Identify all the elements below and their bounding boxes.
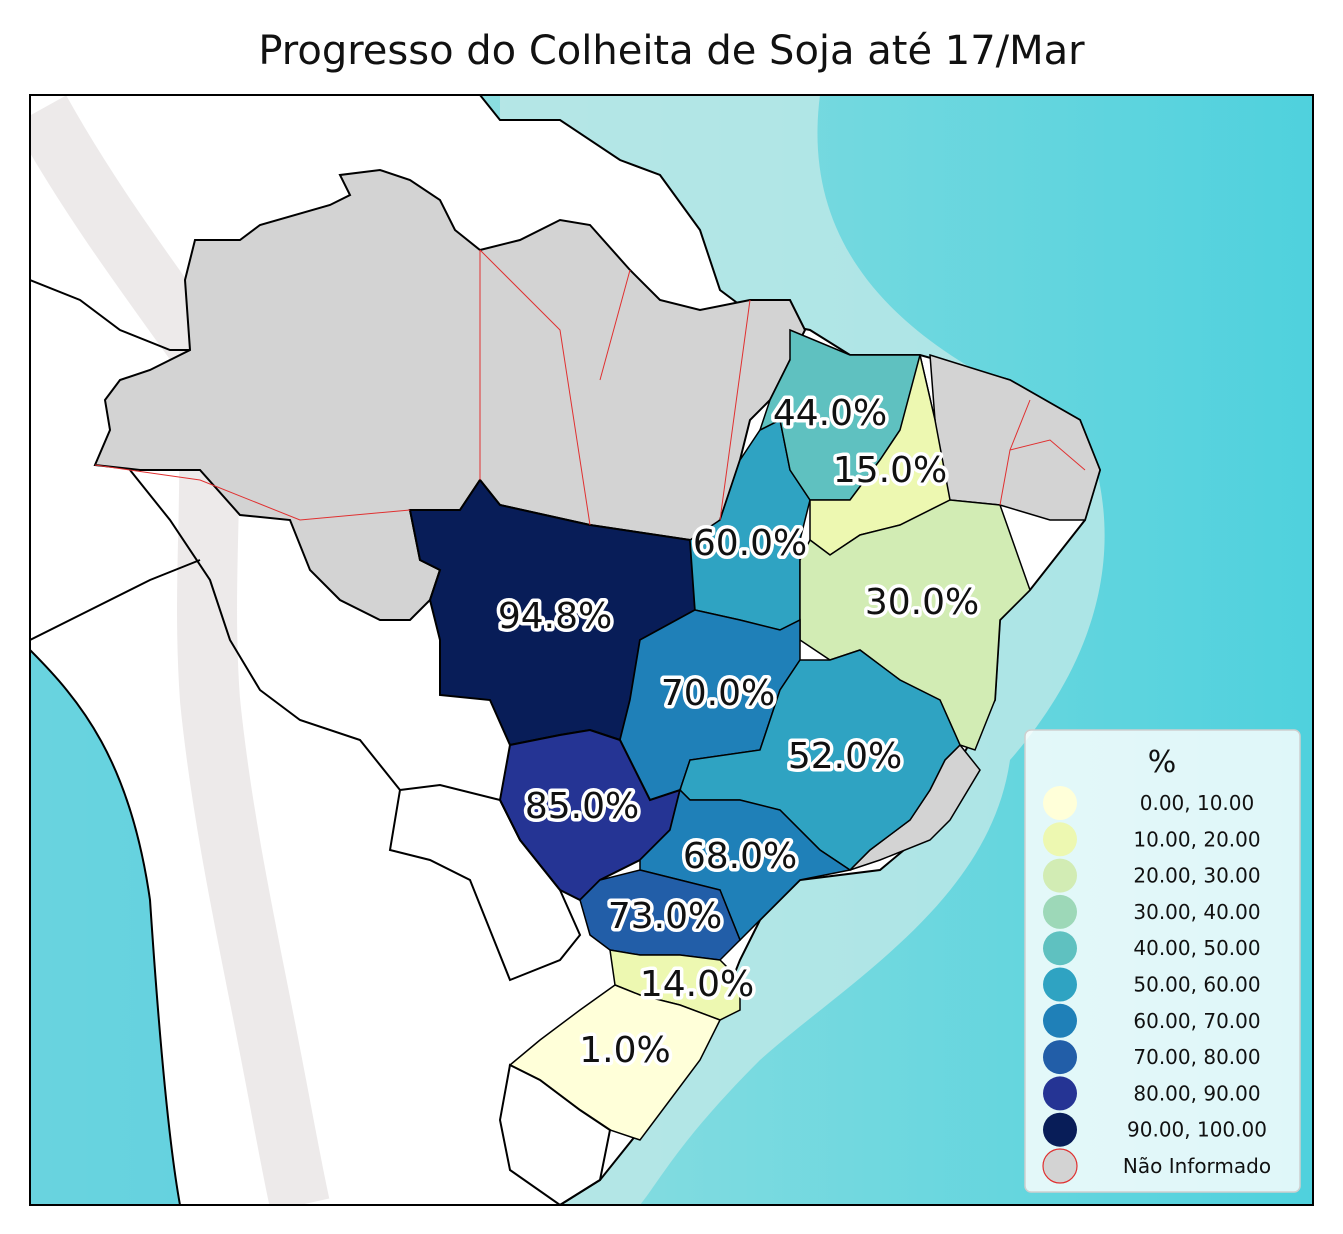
legend-swatch bbox=[1043, 931, 1077, 966]
state-label: 30.0% bbox=[865, 582, 979, 623]
state-label: 52.0% bbox=[788, 736, 902, 777]
state-label: 1.0% bbox=[579, 1030, 670, 1071]
state-parana[interactable] bbox=[579, 869, 741, 961]
uruguay-border bbox=[498, 1063, 612, 1205]
state-label: 14.0% bbox=[640, 964, 754, 1005]
peru-bolivia-border bbox=[129, 469, 401, 791]
legend-label: 50.00, 60.00 bbox=[1133, 973, 1260, 997]
legend-label: 20.00, 30.00 bbox=[1133, 864, 1260, 888]
legend-swatch bbox=[1043, 967, 1077, 1002]
legend-swatch bbox=[1043, 1112, 1077, 1147]
andes-relief bbox=[30, 95, 330, 1205]
north-state-lines bbox=[94, 249, 751, 526]
legend-swatch bbox=[1043, 1076, 1077, 1111]
ecuador-border bbox=[30, 559, 201, 641]
state-label: 60.0% bbox=[693, 523, 807, 564]
legend-swatch bbox=[1043, 894, 1077, 929]
north-region-no-info bbox=[93, 168, 807, 621]
state-label: 94.8% bbox=[498, 596, 612, 637]
legend: % 0.00, 10.00 10.00, 20.00 20.00, 30.00 30.… bbox=[1024, 729, 1301, 1193]
state-sao-paulo[interactable] bbox=[639, 788, 852, 942]
legend-box bbox=[1024, 729, 1301, 1193]
legend-label: 30.00, 40.00 bbox=[1133, 900, 1260, 924]
paraguay-border bbox=[388, 783, 582, 982]
legend-label: 60.00, 70.00 bbox=[1133, 1009, 1260, 1033]
state-minas-gerais[interactable] bbox=[679, 649, 961, 871]
legend-swatch bbox=[1043, 1003, 1077, 1038]
legend-label: 10.00, 20.00 bbox=[1133, 827, 1260, 851]
legend-label: 70.00, 80.00 bbox=[1133, 1045, 1260, 1069]
legend-label: 90.00, 100.00 bbox=[1127, 1118, 1267, 1142]
legend-swatch bbox=[1043, 858, 1077, 893]
state-label: 44.0% bbox=[773, 393, 887, 434]
northeast-state-lines bbox=[999, 399, 1086, 506]
legend-swatch bbox=[1043, 822, 1077, 857]
legend-label: 0.00, 10.00 bbox=[1140, 791, 1255, 815]
legend-swatch bbox=[1042, 1148, 1078, 1184]
state-rio-grande-do-sul[interactable] bbox=[508, 984, 722, 1141]
map-title: Progresso do Colheita de Soja até 17/Mar bbox=[258, 28, 1085, 74]
state-label: 85.0% bbox=[525, 786, 639, 827]
colombia-border bbox=[30, 279, 190, 351]
legend-label: 80.00, 90.00 bbox=[1133, 1081, 1260, 1105]
legend-swatch bbox=[1043, 786, 1077, 820]
legend-label: Não Informado bbox=[1123, 1154, 1271, 1178]
legend-title: % bbox=[1148, 745, 1177, 780]
legend-label: 40.00, 50.00 bbox=[1133, 936, 1260, 960]
legend-swatch bbox=[1043, 1040, 1077, 1075]
pacific-area bbox=[30, 650, 180, 1205]
state-label: 15.0% bbox=[833, 450, 947, 491]
map-frame bbox=[29, 94, 1314, 1206]
state-label: 73.0% bbox=[608, 896, 722, 937]
state-label: 70.0% bbox=[661, 673, 775, 714]
state-label: 68.0% bbox=[683, 836, 797, 877]
